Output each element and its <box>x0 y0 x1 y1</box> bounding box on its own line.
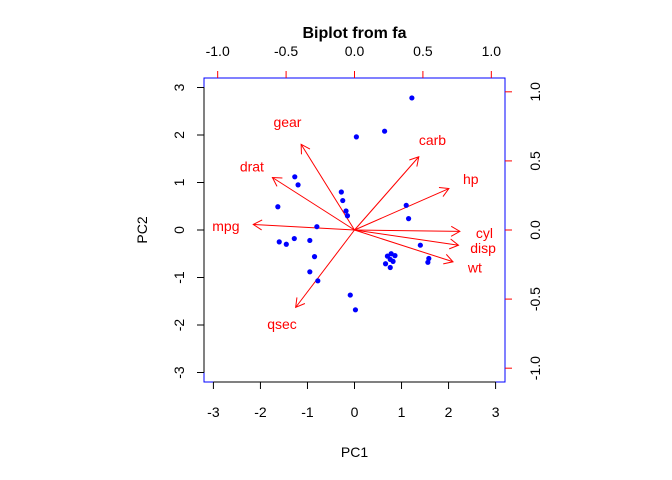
arrow-head-mpg <box>252 219 263 231</box>
score-point <box>283 241 289 247</box>
score-point <box>275 204 281 210</box>
score-point <box>352 307 359 313</box>
left-axis: -3 -2 -1 0 1 2 3 <box>171 83 205 379</box>
score-point <box>315 278 321 284</box>
right-tick-label: 1.0 <box>527 82 543 102</box>
score-points <box>275 95 432 313</box>
top-axis: -1.0 -0.5 0.0 0.5 1.0 <box>206 43 502 79</box>
arrow-head-cyl <box>450 225 461 237</box>
score-point <box>387 264 393 271</box>
score-point <box>292 174 298 180</box>
score-point <box>353 134 359 140</box>
loading-arrow-hp <box>354 188 450 231</box>
arrow-head-qsec <box>295 297 306 309</box>
score-point <box>409 95 415 101</box>
x-tick-label: -3 <box>207 404 220 420</box>
arrow-head-drat <box>271 176 283 187</box>
loading-arrow-mpg <box>253 223 355 231</box>
arrow-head-hp <box>438 186 450 197</box>
score-point <box>382 128 388 134</box>
bottom-axis: -3 -2 -1 0 1 2 3 <box>207 381 500 420</box>
loading-arrows <box>252 143 461 309</box>
chart-title: Biplot from fa <box>303 25 407 42</box>
loading-arrow-cyl <box>354 229 460 232</box>
top-tick-label: -1.0 <box>206 43 230 59</box>
loading-arrow-drat <box>272 177 355 231</box>
loading-label-gear: gear <box>273 114 301 130</box>
score-point <box>338 189 344 195</box>
arrow-head-wt <box>443 254 454 265</box>
y-tick-label: -1 <box>171 271 187 284</box>
right-tick-label: 0.0 <box>527 220 543 240</box>
score-point <box>307 269 313 275</box>
loading-label-disp: disp <box>470 240 496 256</box>
score-point <box>347 292 353 298</box>
y-tick-label: -3 <box>171 366 187 379</box>
right-axis: -1.0 -0.5 0.0 0.5 1.0 <box>504 82 543 380</box>
y-tick-label: 1 <box>171 178 187 186</box>
right-tick-label: -1.0 <box>527 356 543 380</box>
loading-arrow-disp <box>354 229 459 246</box>
score-point <box>343 208 349 214</box>
score-point <box>291 235 297 242</box>
loading-label-wt: wt <box>467 259 482 275</box>
score-point <box>392 253 398 259</box>
x-tick-label: 2 <box>445 404 453 420</box>
x-axis-title: PC1 <box>341 444 368 460</box>
x-tick-label: -1 <box>301 404 314 420</box>
top-tick-label: -0.5 <box>274 43 298 59</box>
top-tick-label: 1.0 <box>482 43 502 59</box>
score-point <box>295 182 301 188</box>
score-point <box>417 242 423 248</box>
x-tick-label: 0 <box>351 404 359 420</box>
y-tick-label: 2 <box>171 131 187 139</box>
score-point <box>405 216 412 222</box>
y-axis-title: PC2 <box>134 216 150 243</box>
y-tick-label: 3 <box>171 83 187 91</box>
right-tick-label: 0.5 <box>527 151 543 171</box>
y-tick-label: 0 <box>171 226 187 234</box>
loading-arrow-wt <box>354 229 454 263</box>
loading-label-hp: hp <box>463 171 479 187</box>
loading-arrow-qsec <box>295 229 355 308</box>
score-point <box>403 202 409 208</box>
score-point <box>276 239 282 245</box>
loading-label-mpg: mpg <box>212 218 239 234</box>
arrow-head-gear <box>300 143 311 155</box>
arrow-head-carb <box>409 156 420 167</box>
right-tick-label: -0.5 <box>527 287 543 311</box>
loading-label-cyl: cyl <box>476 225 493 241</box>
score-point <box>311 254 318 260</box>
score-point <box>382 261 389 267</box>
score-point <box>314 224 320 230</box>
arrow-head-disp <box>449 238 460 250</box>
score-point <box>344 213 351 219</box>
score-point <box>307 237 313 244</box>
score-point <box>340 197 346 204</box>
x-tick-label: 1 <box>398 404 406 420</box>
x-tick-label: -2 <box>254 404 267 420</box>
top-tick-label: 0.5 <box>413 43 433 59</box>
loading-arrow-carb <box>354 156 420 231</box>
loading-label-drat: drat <box>240 158 264 174</box>
x-tick-label: 3 <box>492 404 500 420</box>
loading-label-carb: carb <box>419 132 446 148</box>
loading-label-qsec: qsec <box>267 316 297 332</box>
score-point <box>425 259 431 265</box>
score-point <box>390 258 396 264</box>
top-tick-label: 0.0 <box>345 43 365 59</box>
y-tick-label: -2 <box>171 319 187 332</box>
